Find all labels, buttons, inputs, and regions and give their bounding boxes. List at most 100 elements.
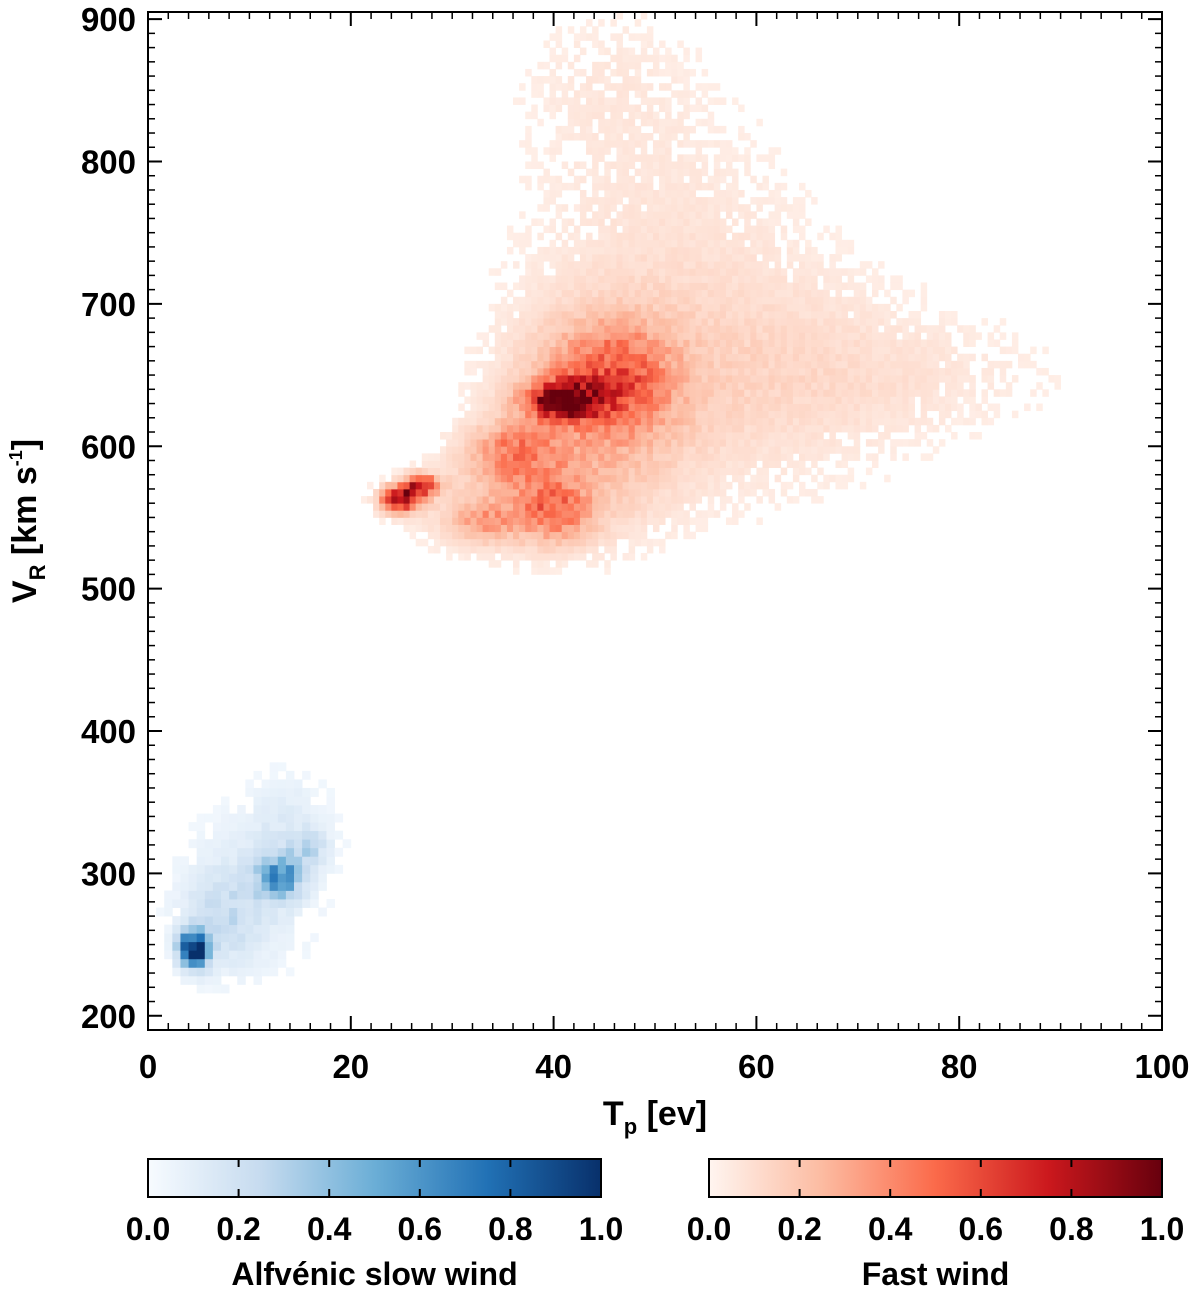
heatmap-cell [549,396,557,404]
heatmap-cell [841,424,849,433]
heatmap-cell [567,76,575,84]
heatmap-cell [835,460,842,469]
heatmap-cell [732,239,739,248]
heatmap-cell [665,460,672,469]
heatmap-cell [403,488,411,497]
heatmap-cell [665,410,672,419]
heatmap-cell [634,204,642,212]
heatmap-cell [598,367,605,376]
heatmap-cell [963,367,970,376]
heatmap-cell [598,474,605,483]
heatmap-cell [519,246,526,255]
heatmap-cell [689,125,696,134]
heatmap-cell [500,353,508,362]
heatmap-cell [229,847,238,857]
heatmap-cell [798,403,806,412]
heatmap-cell [701,310,709,319]
heatmap-cell [707,367,715,376]
heatmap-cell [756,481,763,490]
heatmap-cell [701,488,709,497]
heatmap-cell [872,453,879,461]
heatmap-cell [212,933,222,943]
heatmap-cell [446,432,453,440]
heatmap-cell [592,175,599,184]
heatmap-cell [622,83,630,91]
heatmap-cell [908,289,915,298]
heatmap-cell [610,104,617,113]
heatmap-cell [334,830,344,840]
heatmap-cell [957,403,964,412]
heatmap-cell [610,318,617,326]
heatmap-cell [579,47,587,56]
heatmap-cell [798,346,806,355]
heatmap-cell [999,367,1007,376]
heatmap-cell [677,161,684,170]
heatmap-cell [334,864,344,874]
heatmap-cell [756,467,763,476]
heatmap-cell [677,303,684,312]
heatmap-cell [164,950,173,960]
heatmap-cell [756,275,763,283]
heatmap-cell [780,197,788,205]
heatmap-cell [872,389,879,397]
heatmap-cell [531,76,538,84]
heatmap-cell [318,907,327,917]
heatmap-cell [567,396,575,404]
heatmap-cell [537,367,544,376]
heatmap-cell [640,375,648,383]
heatmap-cell [999,360,1007,369]
heatmap-cell [805,382,812,390]
heatmap-cell [592,189,599,198]
heatmap-cell [269,813,279,823]
heatmap-cell [1018,360,1025,369]
heatmap-cell [750,417,757,426]
heatmap-cell [646,332,654,340]
heatmap-cell [768,254,776,262]
heatmap-cell [902,325,909,333]
heatmap-cell [640,346,648,355]
heatmap-cell [926,332,934,340]
heatmap-cell [326,899,335,908]
heatmap-cell [707,239,715,248]
heatmap-cell [458,382,465,390]
heatmap-cell [920,375,928,383]
heatmap-cell [506,524,514,533]
heatmap-cell [805,367,812,376]
heatmap-cell [604,389,611,397]
heatmap-cell [652,396,660,404]
heatmap-cell [549,332,557,340]
heatmap-cell [549,567,557,575]
heatmap-cell [212,899,222,908]
heatmap-cell [253,881,262,891]
heatmap-cell [555,339,563,347]
heatmap-cell [470,396,477,404]
heatmap-cell [659,410,666,419]
heatmap-cell [884,332,891,340]
heatmap-cell [482,460,490,469]
heatmap-cell [841,389,849,397]
heatmap-cell [640,225,648,234]
heatmap-cell [738,296,745,305]
heatmap-cell [652,453,660,461]
heatmap-cell [665,147,672,155]
heatmap-cell [427,481,435,490]
heatmap-cell [811,282,818,291]
heatmap-cell [963,339,970,347]
heatmap-cell [829,268,836,276]
heatmap-cell [500,318,508,326]
heatmap-cell [756,396,763,404]
heatmap-cell [841,296,849,305]
heatmap-cell [269,924,279,934]
heatmap-cell [890,360,897,369]
heatmap-cell [762,332,769,340]
heatmap-cell [1018,353,1025,362]
heatmap-cell [549,460,557,469]
colorbar-tick-label: 0.4 [868,1211,913,1247]
heatmap-cell [872,375,879,383]
heatmap-cell [245,881,254,891]
heatmap-cell [482,503,490,511]
heatmap-cell [683,332,690,340]
heatmap-cell [951,375,958,383]
heatmap-cell [665,104,672,113]
heatmap-cell [1024,353,1031,362]
